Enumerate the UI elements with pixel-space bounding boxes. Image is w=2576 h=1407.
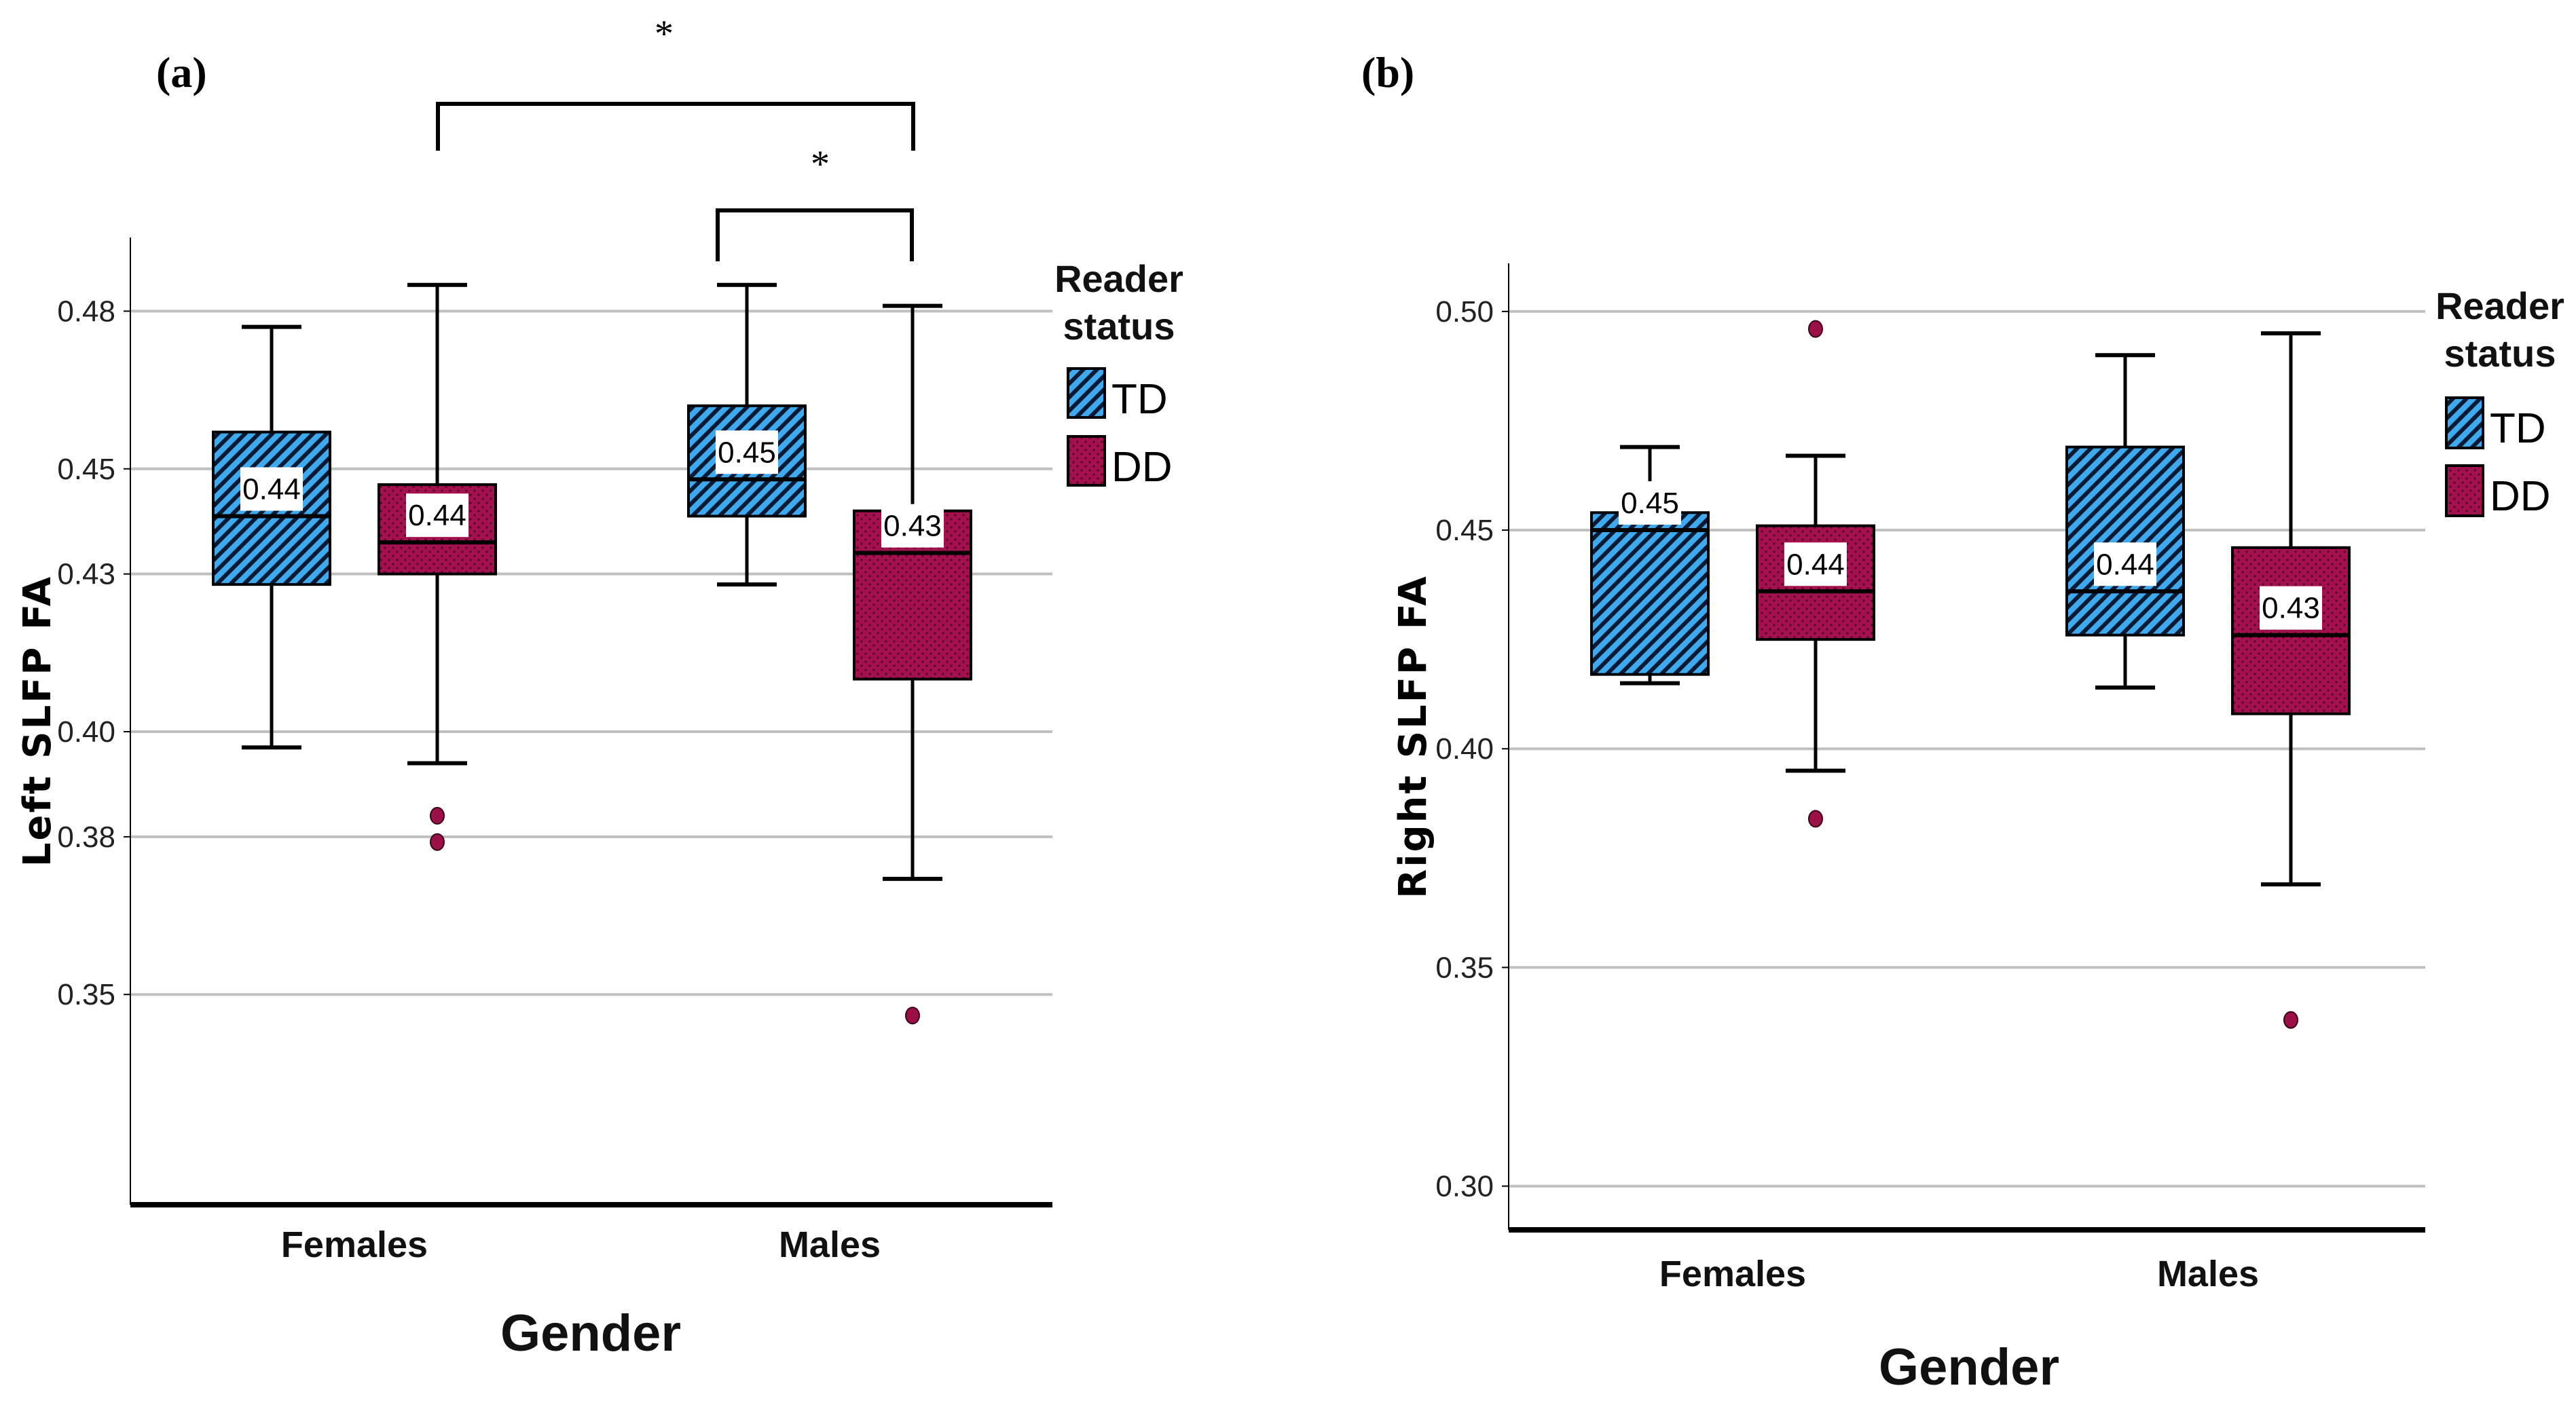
box-td — [2065, 445, 2185, 637]
legend-title-line-1: Reader — [1054, 257, 1183, 300]
significance-bracket-inner — [716, 208, 914, 261]
data-label: 0.43 — [2262, 592, 2320, 625]
significance-star-inner: * — [811, 143, 830, 185]
x-category-label: Females — [281, 1224, 428, 1265]
y-tick-label: 0.38 — [57, 821, 115, 854]
panel-label-b: (b) — [1361, 48, 1414, 96]
y-tick-label: 0.43 — [57, 558, 115, 591]
x-category-label: Males — [779, 1224, 881, 1265]
data-label-bg — [881, 504, 944, 548]
data-label-bg — [1619, 481, 1681, 525]
outlier-point — [430, 833, 445, 851]
legend-swatch-td — [2445, 396, 2484, 449]
significance-bracket-outer — [436, 102, 915, 151]
data-label-bg — [2260, 586, 2322, 630]
legend-swatch-dd — [1067, 435, 1106, 487]
data-label: 0.45 — [718, 436, 776, 469]
significance-star-outer: * — [655, 13, 674, 55]
legend-label-td: TD — [2490, 405, 2546, 452]
y-tick-label: 0.35 — [57, 978, 115, 1011]
legend-title-line-2: status — [2444, 332, 2556, 375]
significance-brackets: * * — [436, 13, 915, 261]
legend-swatch-td — [1067, 367, 1106, 419]
panel-a: (a) * * 0.35 0.38 0.40 0.43 0.45 0.48 0.44 0.4… — [16, 13, 1183, 1362]
legend-label-dd: DD — [2490, 473, 2551, 520]
legend-title-line-1: Reader — [2435, 284, 2564, 327]
legend-title-line-2: status — [1063, 305, 1175, 348]
panel-b: (b) 0.30 0.35 0.40 0.45 0.50 0.45 0.44 0.44 0.4… — [1361, 48, 2564, 1396]
y-axis-title: Right SLFP FA — [1391, 574, 1435, 899]
data-label: 0.45 — [1621, 487, 1679, 520]
y-tick-label: 0.45 — [1435, 514, 1494, 547]
data-label: 0.44 — [2096, 548, 2154, 581]
box-td — [1590, 511, 1710, 676]
legend: Reader status TD DD — [2435, 284, 2564, 520]
data-label: 0.44 — [408, 499, 466, 532]
data-label-bg — [716, 430, 778, 474]
y-tick-label: 0.35 — [1435, 951, 1494, 984]
outlier-point — [430, 806, 445, 825]
y-axis-title: Left SLFP FA — [16, 575, 60, 867]
y-tick-label: 0.40 — [57, 715, 115, 749]
y-tick-label: 0.48 — [57, 295, 115, 328]
x-category-label: Females — [1659, 1254, 1806, 1294]
x-axis-title: Gender — [1879, 1338, 2059, 1396]
panel-label-a: (a) — [156, 48, 207, 96]
y-tick-label: 0.40 — [1435, 732, 1494, 766]
y-tick-label: 0.30 — [1435, 1170, 1494, 1203]
data-label-bg — [2094, 542, 2156, 586]
outlier-point — [2283, 1011, 2298, 1029]
y-tick-label: 0.45 — [57, 453, 115, 486]
legend: Reader status TD DD — [1054, 257, 1183, 491]
data-label: 0.43 — [883, 510, 942, 543]
x-axis-title: Gender — [500, 1305, 681, 1362]
legend-label-td: TD — [1111, 376, 1168, 423]
data-label-bg — [406, 493, 468, 538]
legend-label-dd: DD — [1111, 444, 1173, 491]
legend-swatch-dd — [2445, 464, 2484, 517]
outlier-point — [905, 1007, 920, 1025]
outlier-point — [1808, 810, 1823, 828]
box-dd — [2231, 546, 2351, 715]
x-category-label: Males — [2157, 1254, 2259, 1294]
data-label-bg — [240, 467, 303, 511]
data-label-bg — [1784, 542, 1847, 586]
data-label: 0.44 — [242, 472, 301, 506]
outlier-point — [1808, 320, 1823, 338]
y-tick-label: 0.50 — [1435, 295, 1494, 329]
data-label: 0.44 — [1786, 548, 1845, 581]
